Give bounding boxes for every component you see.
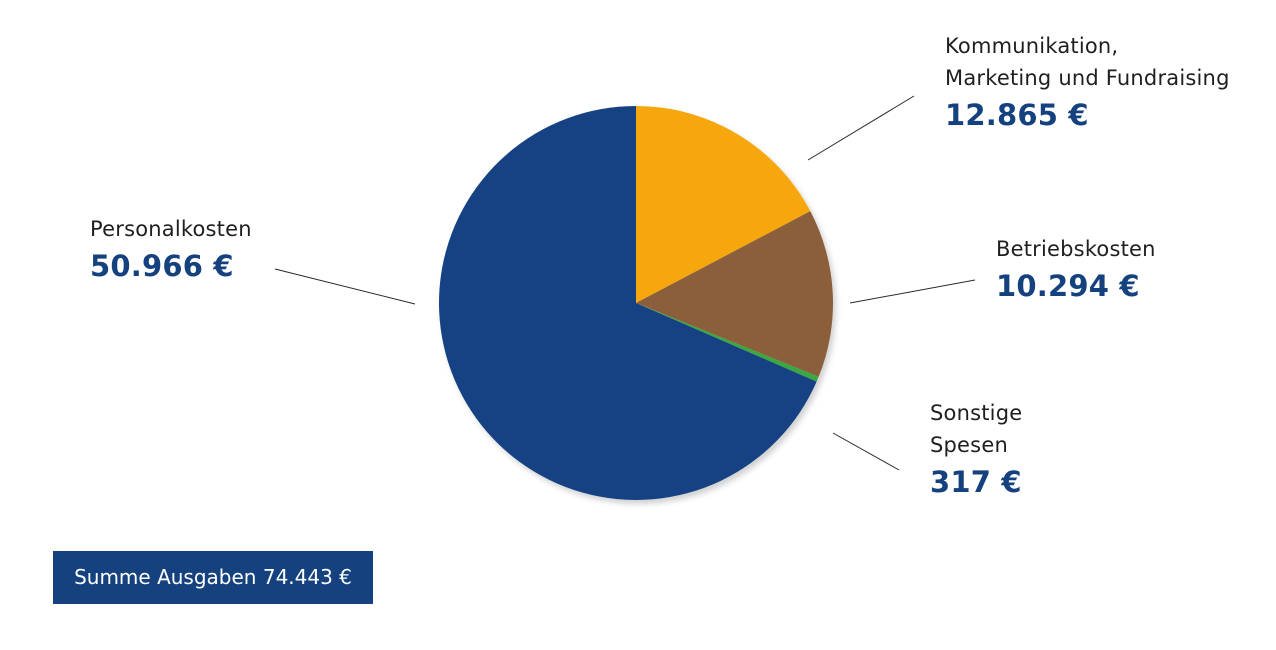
pie-slice-sonstige-spesen bbox=[636, 303, 819, 382]
total-expenses-box: Summe Ausgaben 74.443 € bbox=[53, 551, 373, 604]
slice-name-betriebskosten: Betriebskosten bbox=[996, 237, 1156, 261]
pie-slices bbox=[439, 106, 834, 500]
slice-label-kommunikation: Kommunikation, Marketing und Fundraising… bbox=[945, 30, 1230, 135]
leader-line-kommunikation bbox=[807, 95, 915, 161]
pie-slice-personalkosten bbox=[439, 106, 817, 500]
leader-line-personalkosten bbox=[274, 268, 416, 305]
slice-name-sonstige-spesen: Sonstige Spesen bbox=[930, 401, 1023, 457]
pie-slice-betriebskosten bbox=[636, 211, 834, 377]
slice-value-personalkosten: 50.966 € bbox=[90, 249, 234, 283]
slice-label-betriebskosten: Betriebskosten 10.294 € bbox=[996, 233, 1156, 306]
slice-value-betriebskosten: 10.294 € bbox=[996, 269, 1140, 303]
slice-name-kommunikation: Kommunikation, Marketing und Fundraising bbox=[945, 34, 1230, 90]
slice-value-sonstige-spesen: 317 € bbox=[930, 465, 1022, 499]
leader-lines bbox=[274, 95, 976, 471]
slice-label-sonstige-spesen: Sonstige Spesen 317 € bbox=[930, 397, 1022, 502]
leader-line-sonstige-spesen bbox=[832, 432, 900, 471]
slice-value-kommunikation: 12.865 € bbox=[945, 98, 1089, 132]
total-expenses-label: Summe Ausgaben 74.443 € bbox=[74, 565, 352, 589]
slice-name-personalkosten: Personalkosten bbox=[90, 217, 252, 241]
leader-line-betriebskosten bbox=[849, 279, 976, 304]
slice-label-personalkosten: Personalkosten 50.966 € bbox=[90, 213, 252, 286]
pie-slice-kommunikation bbox=[636, 106, 811, 303]
